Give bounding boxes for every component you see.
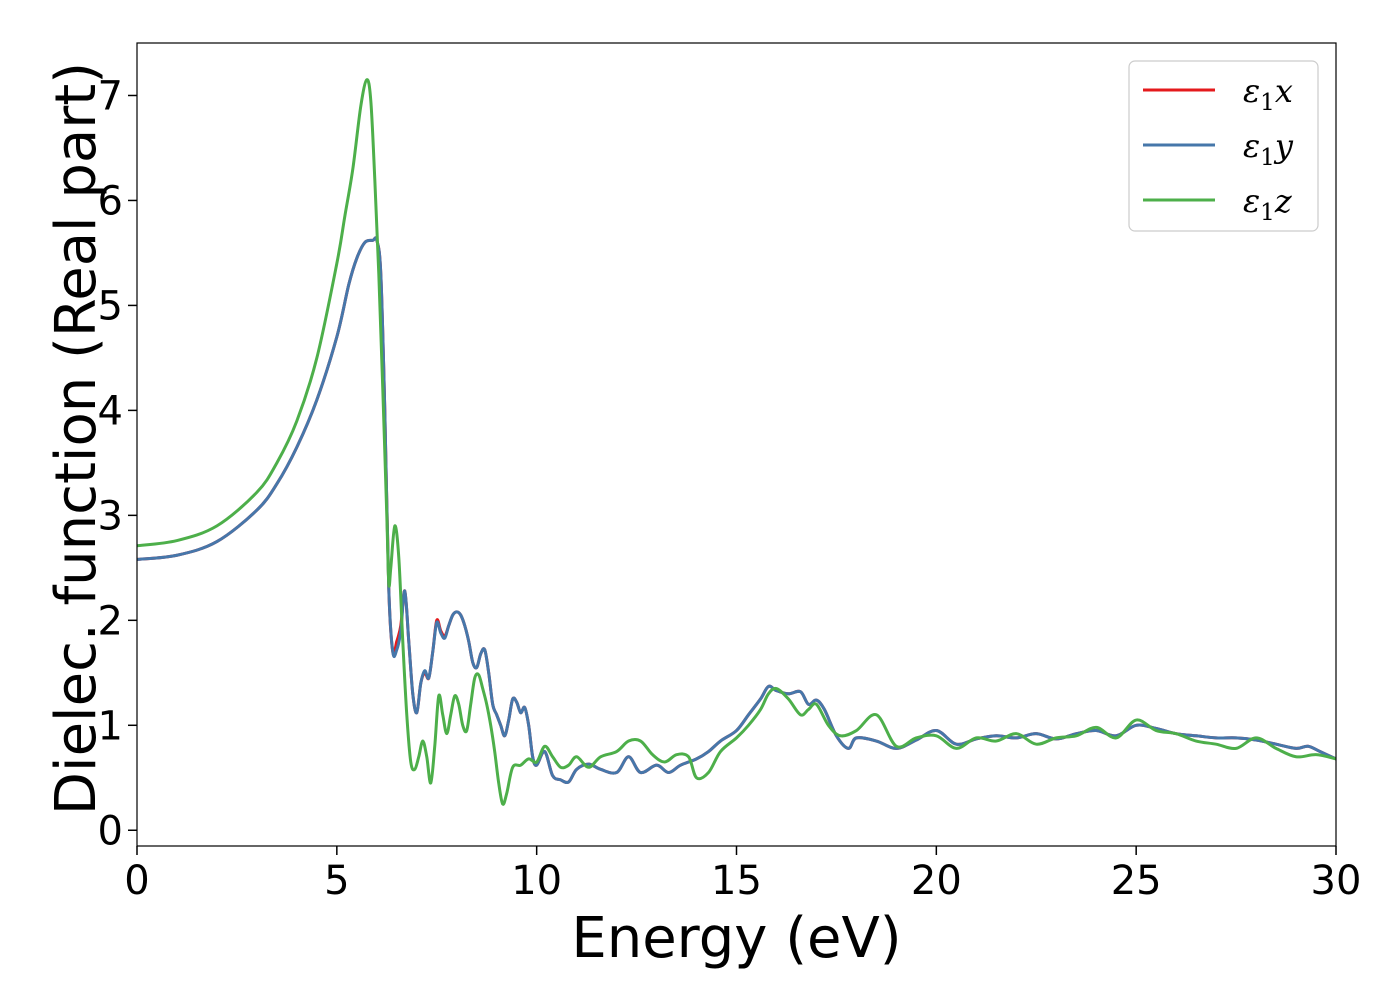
legend-label: ε1x xyxy=(1243,72,1293,116)
x-tick-label: 15 xyxy=(711,858,762,904)
y-tick-label: 6 xyxy=(98,178,123,224)
y-tick-label: 1 xyxy=(98,703,123,749)
y-tick-label: 4 xyxy=(98,388,123,434)
y-tick-label: 0 xyxy=(98,808,123,854)
series-line-z xyxy=(137,78,1336,806)
x-axis: 0 5 10 15 20 25 30 xyxy=(124,846,1361,904)
series-layer xyxy=(137,78,1336,806)
x-tick-label: 25 xyxy=(1111,858,1162,904)
y-tick-label: 3 xyxy=(98,493,123,539)
x-tick-label: 30 xyxy=(1311,858,1362,904)
legend-box xyxy=(1128,60,1319,232)
y-axis-title: Dielec. function (Real part) xyxy=(44,62,109,815)
y-tick-label: 7 xyxy=(98,73,123,119)
x-tick-label: 10 xyxy=(511,858,562,904)
y-tick-label: 2 xyxy=(98,598,123,644)
x-tick-label: 20 xyxy=(911,858,962,904)
x-tick-label: 5 xyxy=(324,858,349,904)
x-axis-title: Energy (eV) xyxy=(571,906,901,971)
legend-label: ε1y xyxy=(1243,127,1294,171)
y-tick-label: 5 xyxy=(98,283,123,329)
x-tick-label: 0 xyxy=(124,858,149,904)
legend: ε1x ε1y ε1z xyxy=(1128,60,1319,232)
legend-label: ε1z xyxy=(1243,182,1293,226)
y-axis: 0 1 2 3 4 5 6 7 xyxy=(98,73,137,854)
